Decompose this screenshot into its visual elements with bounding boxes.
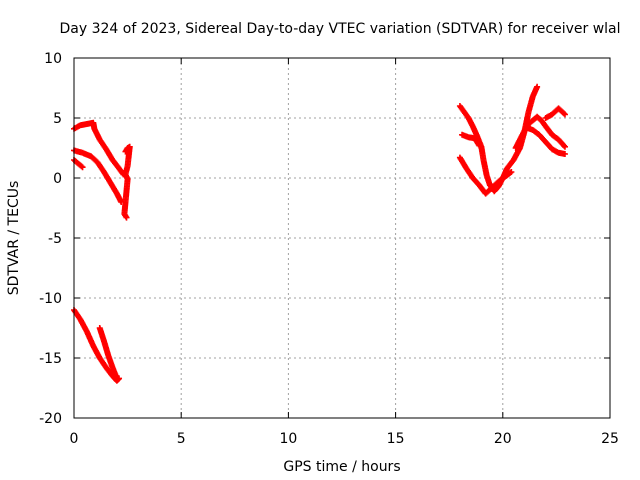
x-tick-label: 5 — [177, 431, 186, 447]
data-point — [561, 143, 568, 150]
y-tick-label: -15 — [39, 351, 62, 367]
y-tick-label: -5 — [48, 231, 62, 247]
data-point — [476, 142, 483, 149]
series-track-f — [96, 325, 120, 382]
y-tick-label: -10 — [39, 291, 62, 307]
series-track-b — [71, 147, 125, 205]
data-point — [123, 214, 130, 221]
series-track-a — [71, 119, 127, 178]
y-tick-label: 10 — [44, 51, 62, 67]
series-track-d — [121, 143, 133, 221]
axis-ticks: 0 5 10 15 20 25 -20 -15 -10 -5 0 5 10 — [39, 51, 619, 447]
series-track-l — [542, 105, 568, 121]
data-point — [508, 169, 515, 175]
x-tick-label: 15 — [387, 431, 405, 447]
y-axis-label: SDTVAR / TECUs — [6, 181, 22, 296]
series-track-k — [523, 124, 568, 157]
series-track-c — [71, 157, 86, 171]
series-track-h — [456, 154, 515, 197]
y-tick-label: 0 — [53, 171, 62, 187]
data-points — [71, 83, 568, 384]
data-point — [113, 375, 120, 382]
series-track-i — [459, 131, 483, 149]
x-tick-label: 20 — [494, 431, 512, 447]
series-track-j — [512, 113, 568, 151]
chart-title: Day 324 of 2023, Sidereal Day-to-day VTE… — [59, 21, 620, 37]
data-point — [79, 164, 86, 171]
x-tick-label: 0 — [70, 431, 79, 447]
grid — [74, 58, 610, 418]
data-point — [78, 163, 85, 170]
x-tick-label: 10 — [279, 431, 297, 447]
data-point — [561, 111, 568, 118]
data-point — [560, 110, 567, 117]
x-tick-label: 25 — [601, 431, 619, 447]
y-tick-label: -20 — [39, 411, 62, 427]
data-point — [561, 151, 568, 157]
x-axis-label: GPS time / hours — [283, 459, 400, 475]
data-point — [534, 83, 541, 90]
data-point — [561, 142, 568, 149]
y-tick-label: 5 — [53, 111, 62, 127]
